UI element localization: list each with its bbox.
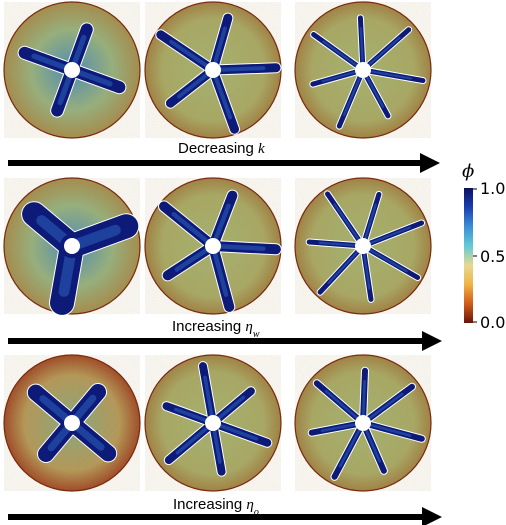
panel-r2-c3 — [294, 177, 432, 315]
colorbar-scale — [464, 188, 473, 323]
row-3-label: Increasing ηo — [173, 496, 259, 518]
panel-r3-c1 — [3, 354, 141, 492]
panel-r1-c2 — [144, 1, 282, 139]
row-1-arrow — [8, 153, 440, 173]
panel-r1-c1 — [3, 1, 141, 139]
colorbar-symbol: ϕ — [462, 161, 474, 182]
colorbar-tick-top: 1.0 — [480, 179, 505, 198]
panel-r1-c3 — [294, 1, 432, 139]
colorbar-tick-mid: 0.5 — [480, 247, 505, 266]
row-1-label: Decreasing k — [178, 140, 265, 157]
row-2-arrow — [8, 331, 442, 351]
row-2-label: Increasing ηw — [172, 318, 260, 340]
simulation-panels — [3, 1, 432, 492]
row-3-arrow — [8, 507, 442, 525]
colorbar: ϕ 1.0 0.5 0.0 — [462, 161, 505, 332]
colorbar-tick-bottom: 0.0 — [480, 313, 505, 332]
panel-r3-c3 — [294, 354, 432, 492]
panel-r2-c2 — [144, 177, 282, 315]
panel-r2-c1 — [3, 177, 141, 316]
panel-r3-c2 — [144, 354, 282, 492]
